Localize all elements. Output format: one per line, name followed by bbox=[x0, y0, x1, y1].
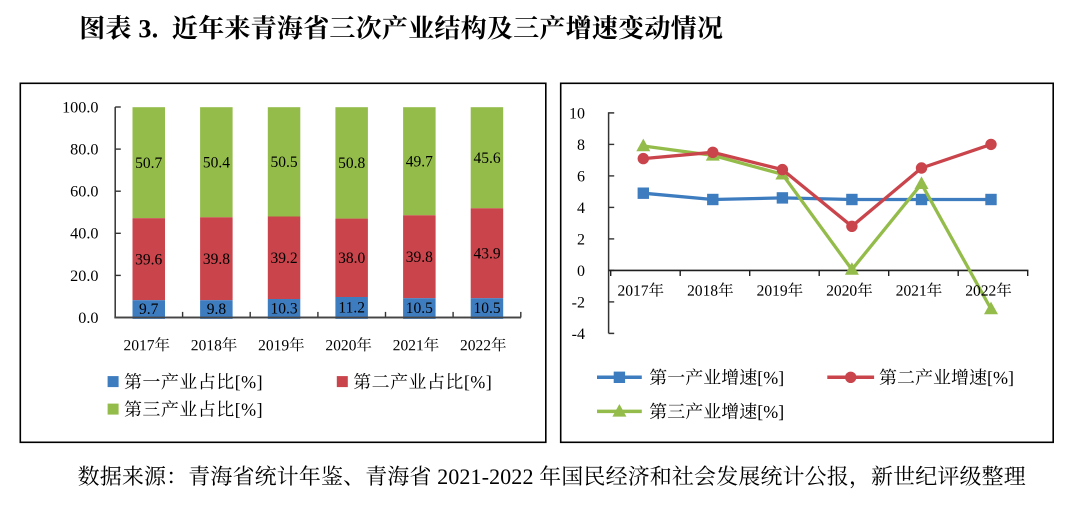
svg-text:8: 8 bbox=[577, 137, 585, 154]
svg-text:39.2: 39.2 bbox=[270, 250, 297, 267]
svg-text:39.6: 39.6 bbox=[135, 252, 162, 269]
svg-text:60.0: 60.0 bbox=[70, 183, 98, 201]
svg-text:20.0: 20.0 bbox=[70, 267, 98, 285]
svg-text:39.8: 39.8 bbox=[203, 251, 230, 268]
svg-text:50.7: 50.7 bbox=[135, 155, 162, 172]
svg-text:45.6: 45.6 bbox=[473, 150, 500, 167]
svg-text:4: 4 bbox=[577, 200, 585, 217]
svg-text:100.0: 100.0 bbox=[62, 98, 98, 116]
svg-text:2: 2 bbox=[577, 231, 585, 248]
svg-text:10: 10 bbox=[569, 105, 585, 122]
svg-text:-4: -4 bbox=[572, 326, 585, 343]
svg-text:50.5: 50.5 bbox=[270, 154, 297, 171]
svg-text:9.7: 9.7 bbox=[139, 301, 159, 318]
svg-text:50.8: 50.8 bbox=[338, 155, 365, 172]
svg-text:0.0: 0.0 bbox=[78, 309, 98, 327]
svg-text:11.2: 11.2 bbox=[338, 299, 365, 316]
svg-text:39.8: 39.8 bbox=[406, 249, 433, 266]
svg-text:10.3: 10.3 bbox=[270, 300, 297, 317]
svg-text:80.0: 80.0 bbox=[70, 141, 98, 159]
svg-text:9.8: 9.8 bbox=[207, 301, 227, 318]
svg-text:50.4: 50.4 bbox=[203, 155, 230, 172]
svg-text:0: 0 bbox=[577, 263, 585, 280]
svg-text:10.5: 10.5 bbox=[406, 300, 433, 317]
svg-text:40.0: 40.0 bbox=[70, 225, 98, 243]
svg-text:43.9: 43.9 bbox=[473, 246, 500, 263]
svg-text:38.0: 38.0 bbox=[338, 250, 365, 267]
svg-text:10.5: 10.5 bbox=[473, 300, 500, 317]
svg-text:49.7: 49.7 bbox=[406, 154, 433, 171]
svg-text:-2: -2 bbox=[572, 294, 585, 311]
svg-text:6: 6 bbox=[577, 168, 585, 185]
